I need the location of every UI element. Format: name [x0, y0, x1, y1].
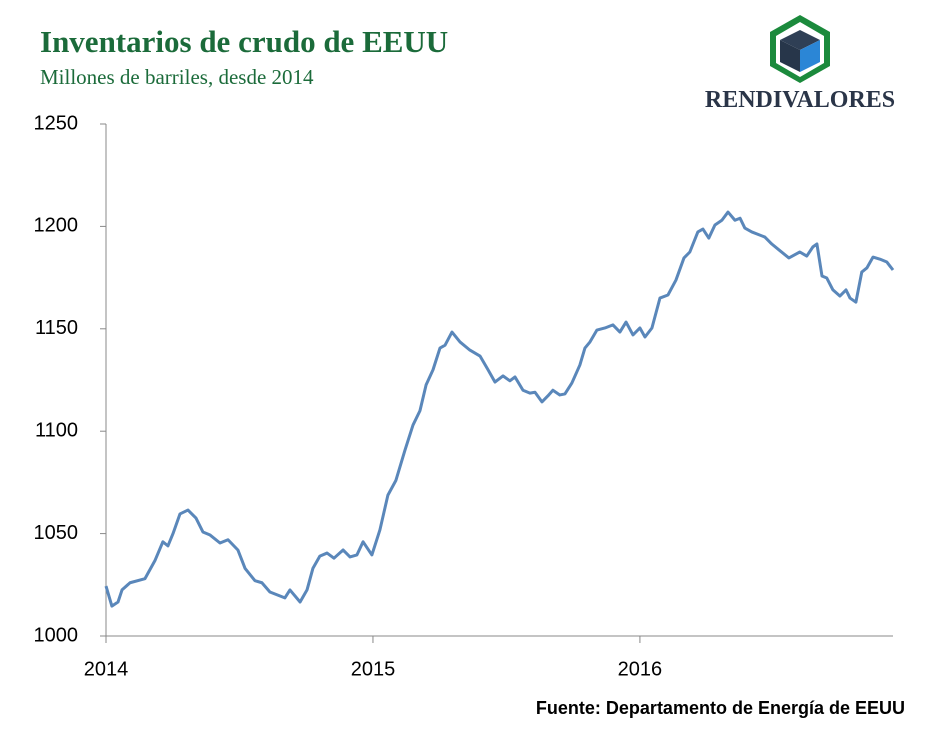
x-tick-label: 2014 — [84, 658, 129, 680]
y-tick-label: 1200 — [34, 215, 79, 237]
y-tick-label: 1050 — [34, 522, 79, 544]
logo — [770, 15, 830, 83]
chart-title: Inventarios de crudo de EEUU — [40, 24, 448, 59]
line-series — [104, 210, 895, 608]
source: Fuente: Departamento de Energía de EEUU — [536, 698, 905, 718]
y-tick-label: 1250 — [34, 112, 79, 134]
x-tick-label: 2015 — [351, 658, 396, 680]
y-tick-label: 1100 — [35, 419, 78, 441]
chart-subtitle: Millones de barriles, desde 2014 — [40, 65, 314, 89]
y-tick-label: 1000 — [34, 624, 79, 646]
logo-text: RENDIVALORES — [705, 87, 895, 113]
x-tick-label: 2016 — [618, 658, 663, 680]
y-tick-label: 1150 — [35, 317, 78, 339]
